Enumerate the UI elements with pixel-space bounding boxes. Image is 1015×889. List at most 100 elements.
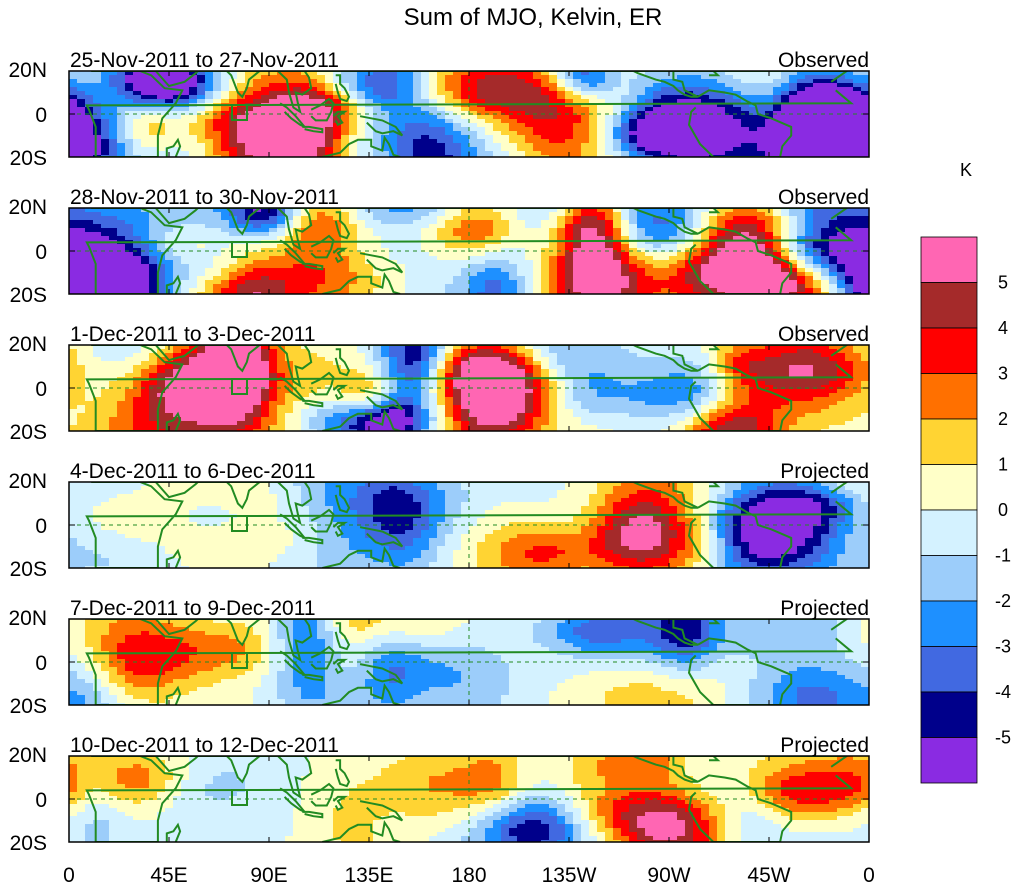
field-cell — [517, 244, 526, 249]
field-cell — [245, 212, 254, 217]
field-cell — [165, 115, 174, 120]
field-cell — [781, 268, 790, 273]
field-cell — [309, 95, 318, 100]
field-cell — [589, 99, 598, 104]
field-cell — [237, 256, 246, 261]
field-cell — [277, 252, 286, 257]
field-cell — [461, 123, 470, 128]
field-cell — [701, 280, 710, 285]
field-cell — [533, 216, 542, 221]
field-cell — [437, 212, 446, 217]
field-cell — [477, 123, 486, 128]
field-cell — [357, 276, 366, 281]
field-cell — [261, 71, 270, 76]
field-cell — [93, 147, 102, 152]
field-cell — [341, 115, 350, 120]
field-cell — [485, 127, 494, 132]
field-cell — [541, 252, 550, 257]
field-cell — [413, 107, 422, 112]
field-cell — [741, 349, 750, 354]
field-cell — [213, 79, 222, 84]
field-cell — [805, 103, 814, 108]
field-cell — [477, 99, 486, 104]
field-cell — [285, 143, 294, 148]
field-cell — [125, 224, 134, 229]
field-cell — [189, 224, 198, 229]
field-cell — [133, 115, 142, 120]
field-cell — [341, 107, 350, 112]
field-cell — [165, 139, 174, 144]
field-cell — [413, 345, 422, 350]
field-cell — [453, 284, 462, 289]
field-cell — [613, 272, 622, 277]
field-cell — [493, 224, 502, 229]
field-cell — [749, 272, 758, 277]
field-cell — [621, 75, 630, 80]
field-cell — [797, 107, 806, 112]
field-cell — [541, 147, 550, 152]
field-cell — [733, 244, 742, 249]
field-cell — [373, 95, 382, 100]
field-cell — [605, 87, 614, 92]
field-cell — [693, 236, 702, 241]
field-cell — [829, 143, 838, 148]
field-cell — [613, 345, 622, 350]
field-cell — [365, 99, 374, 104]
field-cell — [365, 268, 374, 273]
field-cell — [613, 248, 622, 253]
field-cell — [725, 252, 734, 257]
field-cell — [629, 353, 638, 358]
field-cell — [125, 99, 134, 104]
field-cell — [413, 353, 422, 358]
field-cell — [133, 220, 142, 225]
field-cell — [573, 143, 582, 148]
field-cell — [533, 131, 542, 136]
field-cell — [341, 83, 350, 88]
field-cell — [733, 260, 742, 265]
field-cell — [229, 256, 238, 261]
field-cell — [341, 292, 350, 294]
field-cell — [277, 127, 286, 132]
field-cell — [421, 208, 430, 213]
field-cell — [853, 79, 862, 84]
field-cell — [629, 95, 638, 100]
field-cell — [69, 220, 78, 225]
field-cell — [181, 248, 190, 253]
field-cell — [477, 276, 486, 281]
field-cell — [293, 349, 302, 354]
field-cell — [389, 91, 398, 96]
field-cell — [365, 256, 374, 261]
field-cell — [677, 143, 686, 148]
field-cell — [365, 236, 374, 241]
field-cell — [821, 220, 830, 225]
field-cell — [749, 212, 758, 217]
field-cell — [421, 75, 430, 80]
field-cell — [373, 212, 382, 217]
field-cell — [485, 75, 494, 80]
field-cell — [509, 212, 518, 217]
field-cell — [261, 79, 270, 84]
field-cell — [301, 139, 310, 144]
field-cell — [253, 272, 262, 277]
field-cell — [141, 143, 150, 148]
field-cell — [797, 123, 806, 128]
field-cell — [629, 115, 638, 120]
field-cell — [397, 119, 406, 124]
field-cell — [357, 232, 366, 237]
field-cell — [733, 345, 742, 350]
field-cell — [237, 99, 246, 104]
field-cell — [205, 91, 214, 96]
field-cell — [581, 232, 590, 237]
field-cell — [429, 224, 438, 229]
field-cell — [589, 119, 598, 124]
field-cell — [389, 357, 398, 362]
field-cell — [749, 288, 758, 293]
field-cell — [405, 155, 414, 157]
field-cell — [357, 260, 366, 265]
field-cell — [221, 361, 230, 366]
field-cell — [469, 268, 478, 273]
field-cell — [453, 99, 462, 104]
field-cell — [189, 236, 198, 241]
field-cell — [861, 103, 869, 108]
field-cell — [149, 87, 158, 92]
